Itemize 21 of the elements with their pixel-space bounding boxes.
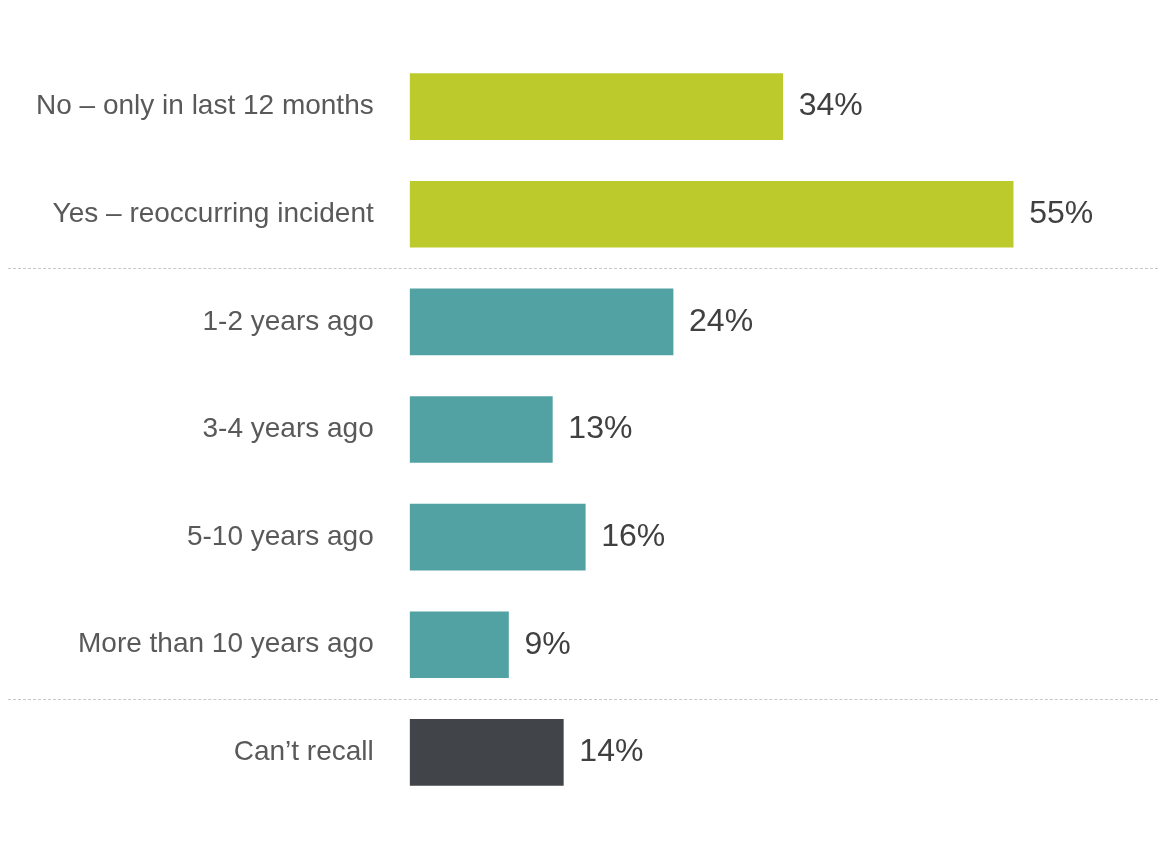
data-label: 24% (689, 301, 754, 338)
data-label: 55% (1029, 194, 1094, 231)
data-label: 16% (601, 516, 666, 553)
y-tick-label: 3-4 years ago (202, 412, 374, 444)
y-tick-label: No – only in last 12 months (35, 89, 374, 121)
bar (409, 611, 509, 679)
y-tick-label: 1-2 years ago (202, 304, 374, 336)
y-tick-label: Yes – reoccurring incident (52, 196, 374, 228)
bar (409, 719, 564, 786)
bar (409, 503, 586, 571)
y-tick-label: More than 10 years ago (77, 627, 374, 659)
bar (409, 288, 674, 356)
y-tick-label: Can’t recall (233, 735, 374, 767)
bar (409, 396, 553, 463)
data-label: 9% (524, 624, 571, 661)
bar (409, 180, 1014, 248)
data-label: 13% (568, 409, 633, 446)
y-tick-label: 5-10 years ago (186, 519, 374, 551)
bar (409, 73, 784, 140)
data-label: 14% (579, 732, 644, 769)
data-label: 34% (798, 86, 863, 123)
